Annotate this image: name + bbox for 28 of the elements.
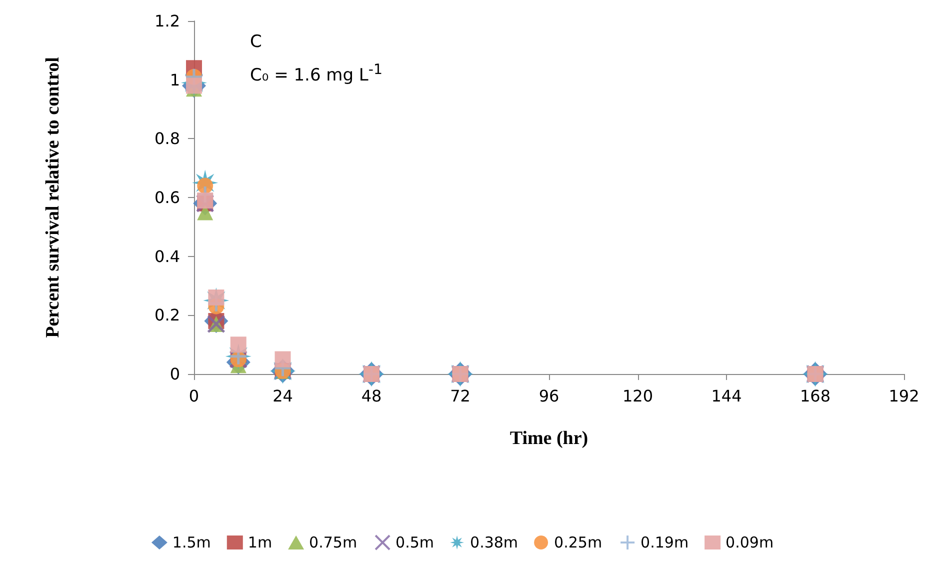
- y-tick-label: 0.8: [154, 129, 180, 148]
- annotation: C₀ = 1.6 mg L$^{-1}$: [250, 61, 383, 88]
- legend-label: 0.09m: [726, 534, 774, 552]
- legend-label: 0.75m: [309, 534, 358, 552]
- x-tick-label: 144: [711, 386, 742, 406]
- y-tick-label: 0.4: [154, 246, 180, 266]
- legend-label: 0.38m: [470, 534, 518, 552]
- x-tick-label: 48: [361, 386, 382, 406]
- legend-label: 1m: [248, 534, 272, 552]
- y-axis-title: Percent survival relative to control: [42, 57, 64, 338]
- x-tick-label: 120: [622, 386, 654, 406]
- x-tick-label: 168: [800, 386, 831, 406]
- y-tick-label: 0: [170, 364, 180, 384]
- legend-label: 0.19m: [640, 534, 689, 552]
- y-tick-label: 0.2: [154, 306, 180, 325]
- y-tick-label: 1: [170, 70, 180, 90]
- legend-label: 0.25m: [554, 534, 602, 552]
- x-tick-label: 192: [888, 386, 920, 406]
- x-tick-label: 96: [538, 386, 560, 406]
- y-tick-label: 1.2: [154, 12, 180, 30]
- y-tick-label: 0.6: [154, 188, 180, 207]
- legend-label: 1.5m: [172, 534, 211, 552]
- x-axis-title: Time (hr): [510, 428, 588, 449]
- x-tick-label: 0: [188, 386, 200, 406]
- legend-label: 0.5m: [396, 534, 434, 552]
- x-tick-label: 24: [272, 386, 293, 406]
- x-tick-label: 72: [450, 386, 470, 406]
- annotation: C: [250, 31, 263, 54]
